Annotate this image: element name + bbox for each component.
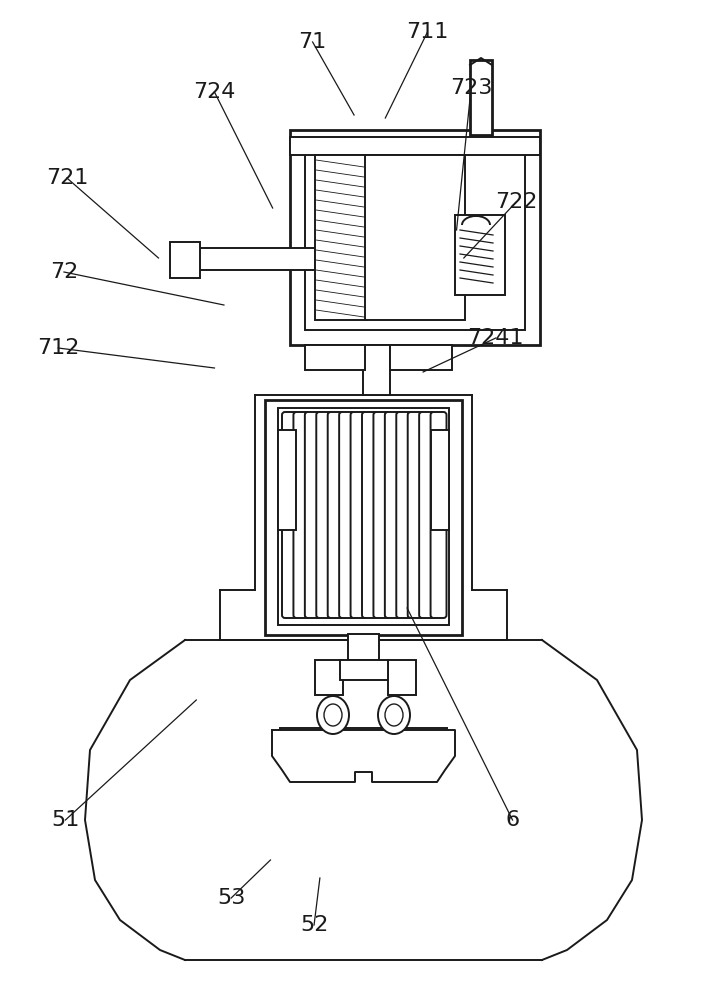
Ellipse shape <box>317 696 349 734</box>
Text: 711: 711 <box>406 22 449 42</box>
Bar <box>340 660 388 680</box>
FancyBboxPatch shape <box>374 412 390 618</box>
Ellipse shape <box>324 704 342 726</box>
Bar <box>290 137 540 155</box>
Text: 712: 712 <box>37 338 79 358</box>
Bar <box>365 155 465 320</box>
Text: 52: 52 <box>300 915 329 935</box>
Bar <box>388 660 416 695</box>
Text: 51: 51 <box>51 810 80 830</box>
Text: 71: 71 <box>299 32 326 52</box>
Text: 723: 723 <box>450 78 492 98</box>
Text: 722: 722 <box>495 192 537 212</box>
Polygon shape <box>272 730 455 782</box>
Bar <box>305 345 365 370</box>
Bar <box>348 634 379 660</box>
Bar <box>278 430 296 530</box>
Bar <box>280 728 447 755</box>
FancyBboxPatch shape <box>396 412 412 618</box>
FancyBboxPatch shape <box>339 412 355 618</box>
FancyBboxPatch shape <box>294 412 310 618</box>
Bar <box>290 130 540 345</box>
Bar <box>170 242 200 278</box>
FancyBboxPatch shape <box>282 412 298 618</box>
Bar <box>431 430 449 530</box>
Text: 7241: 7241 <box>467 328 524 348</box>
FancyBboxPatch shape <box>408 412 424 618</box>
Bar <box>195 248 315 270</box>
Text: 6: 6 <box>505 810 520 830</box>
FancyBboxPatch shape <box>362 412 378 618</box>
Text: 724: 724 <box>193 82 236 102</box>
FancyBboxPatch shape <box>385 412 401 618</box>
FancyBboxPatch shape <box>328 412 344 618</box>
Bar <box>390 345 452 370</box>
FancyBboxPatch shape <box>430 412 446 618</box>
Bar <box>363 345 390 395</box>
Text: 72: 72 <box>50 262 78 282</box>
Ellipse shape <box>385 704 403 726</box>
Text: 53: 53 <box>217 888 246 908</box>
Ellipse shape <box>378 696 410 734</box>
Bar <box>315 660 343 695</box>
FancyBboxPatch shape <box>350 412 366 618</box>
FancyBboxPatch shape <box>316 412 332 618</box>
Bar <box>315 155 367 320</box>
Bar <box>265 400 462 635</box>
Polygon shape <box>85 640 642 960</box>
Bar <box>305 145 525 330</box>
FancyBboxPatch shape <box>305 412 321 618</box>
Bar <box>278 408 449 625</box>
Bar <box>455 215 505 295</box>
Bar <box>470 60 492 135</box>
Text: 721: 721 <box>46 168 88 188</box>
FancyBboxPatch shape <box>419 412 435 618</box>
